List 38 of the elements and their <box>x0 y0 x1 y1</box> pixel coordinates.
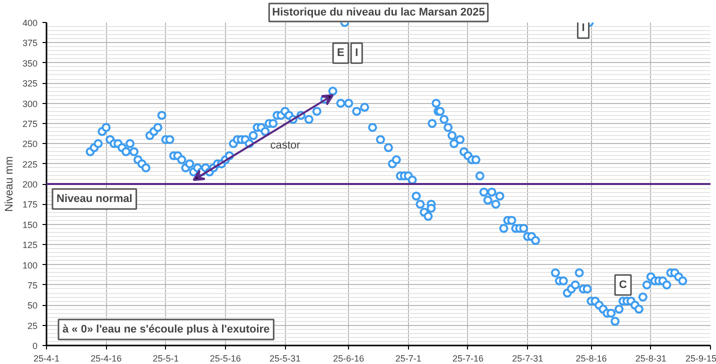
chart-title: Historique du niveau du lac Marsan 2025 <box>272 6 485 18</box>
y-tick-label: 125 <box>22 240 38 250</box>
y-tick-label: 350 <box>22 58 38 68</box>
y-tick-label: 200 <box>22 180 38 190</box>
y-tick-label: 75 <box>27 280 38 290</box>
y-tick-label: 50 <box>27 300 38 311</box>
x-tick-label: 25-8-31 <box>635 354 666 364</box>
x-tick-label: 25-4-16 <box>90 354 122 364</box>
y-tick-label: 150 <box>22 220 38 230</box>
y-tick-label: 175 <box>22 200 38 210</box>
x-tick-label: 25-5-16 <box>210 354 241 364</box>
x-tick-label: 25-7-16 <box>452 354 484 364</box>
ref-line-label: Niveau normal <box>56 193 132 205</box>
y-tick-label: 250 <box>22 139 38 150</box>
y-tick-label: 325 <box>22 78 38 89</box>
annotation: C <box>619 278 628 291</box>
x-tick-label: 25-5-1 <box>152 354 179 364</box>
y-tick-label: 400 <box>22 18 38 28</box>
annotation: à « 0» l'eau ne s'écoule plus à l'exutoire <box>62 324 270 336</box>
y-axis-title: Niveau mm <box>3 156 16 212</box>
y-tick-label: 300 <box>22 98 38 109</box>
x-tick-label: 25-8-16 <box>576 354 607 364</box>
y-tick-label: 0 <box>32 341 38 351</box>
x-tick-label: 25-6-16 <box>333 354 364 364</box>
annotation: E <box>337 47 344 60</box>
y-tick-label: 25 <box>27 320 38 331</box>
annotation: I <box>355 47 358 60</box>
x-tick-label: 25-7-1 <box>395 354 422 364</box>
annotation: I <box>582 22 585 34</box>
x-tick-label: 25-7-31 <box>512 354 544 364</box>
y-tick-label: 100 <box>22 260 38 270</box>
y-tick-label: 275 <box>22 118 38 129</box>
annotation: castor <box>270 140 301 152</box>
y-tick-label: 375 <box>22 38 38 48</box>
x-tick-label: 25-5-31 <box>270 354 301 364</box>
x-tick-label: 25-4-1 <box>33 354 60 364</box>
y-tick-label: 225 <box>22 159 38 170</box>
x-tick-label: 25-9-15 <box>685 354 716 364</box>
